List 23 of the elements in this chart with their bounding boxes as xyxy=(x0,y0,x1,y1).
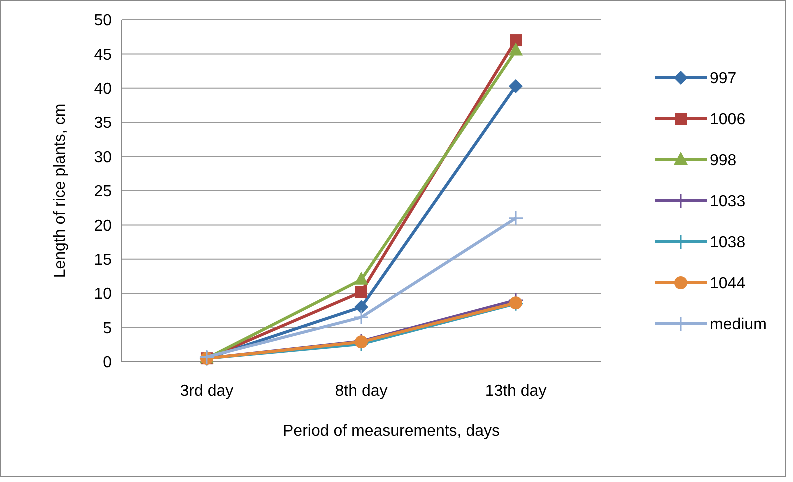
legend-label: medium xyxy=(710,316,767,334)
legend-label: 997 xyxy=(710,70,737,88)
y-axis-title: Length of rice plants, cm xyxy=(52,104,69,278)
y-tick-label: 15 xyxy=(94,252,112,269)
y-tick-label: 35 xyxy=(94,115,112,132)
x-tick-label: 3rd day xyxy=(180,383,234,400)
x-axis-title: Period of measurements, days xyxy=(283,423,500,440)
y-tick-label: 20 xyxy=(94,218,112,235)
x-tick-label: 8th day xyxy=(335,383,388,400)
y-tick-label: 10 xyxy=(94,286,112,304)
legend-label: 1038 xyxy=(710,234,746,252)
y-tick-label: 30 xyxy=(94,149,112,166)
y-tick-label: 45 xyxy=(94,46,112,64)
legend-label: 1033 xyxy=(710,194,746,211)
legend-label: 998 xyxy=(710,152,737,170)
legend-label: 1044 xyxy=(710,276,746,293)
y-tick-label: 50 xyxy=(94,12,112,30)
x-tick-label: 13th day xyxy=(485,383,547,400)
y-tick-label: 5 xyxy=(103,320,112,338)
y-tick-label: 0 xyxy=(103,354,112,372)
y-tick-label: 40 xyxy=(94,81,112,98)
y-tick-label: 25 xyxy=(94,184,112,201)
legend-label: 1006 xyxy=(710,112,746,129)
